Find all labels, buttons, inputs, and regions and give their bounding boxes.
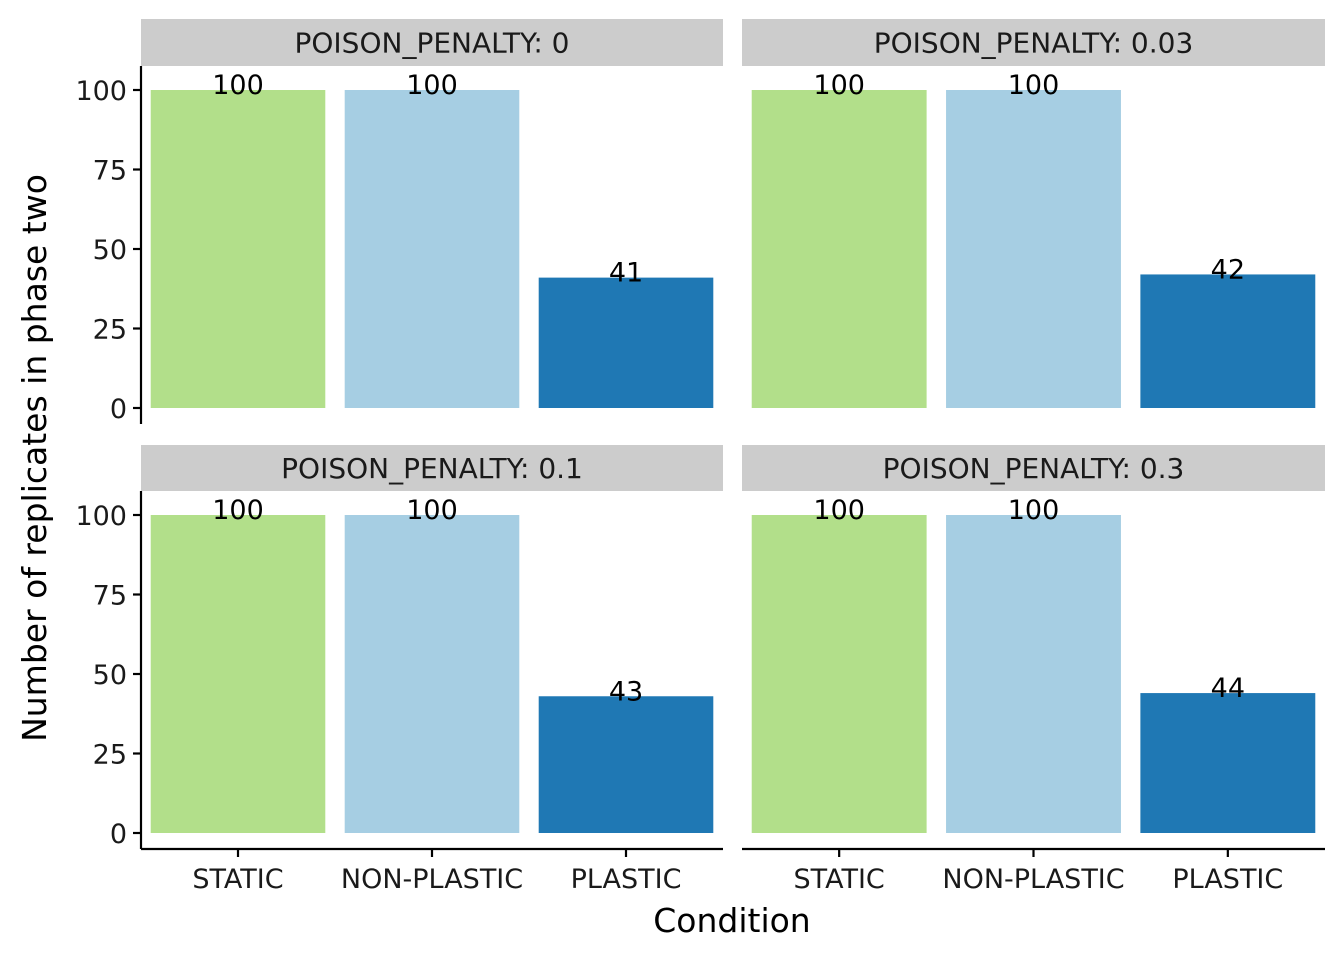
y-tick-label: 50 (93, 660, 127, 691)
x-tick-label: PLASTIC (1172, 864, 1283, 895)
bar (946, 515, 1121, 833)
facet-panel: POISON_PENALTY: 0.3 100 STATIC 100 NON-PLAST… (742, 445, 1325, 895)
x-tick-label: STATIC (192, 864, 283, 895)
bar-value-label: 100 (1008, 495, 1060, 526)
facet-panel: POISON_PENALTY: 0 0 25 50 75 100 100 100 41 (75, 19, 723, 425)
bar (344, 515, 520, 833)
facet-strip-label: POISON_PENALTY: 0.3 (883, 452, 1185, 485)
y-tick-label: 100 (75, 501, 127, 532)
bar-value-label: 100 (1008, 70, 1060, 101)
y-tick-label: 25 (93, 315, 127, 346)
bar (150, 90, 326, 408)
bar-value-label: 44 (1211, 673, 1245, 704)
y-tick-label: 0 (110, 819, 127, 850)
y-tick-label: 100 (75, 76, 127, 107)
x-axis-title: Condition (653, 901, 810, 940)
facet-strip (141, 19, 723, 66)
bar-value-label: 100 (813, 70, 865, 101)
x-tick-label: STATIC (794, 864, 885, 895)
bar-value-label: 100 (406, 70, 458, 101)
bar-value-label: 100 (406, 495, 458, 526)
facet-strip (141, 445, 723, 491)
bar (538, 277, 714, 408)
y-tick-label: 75 (93, 581, 127, 612)
bar-value-label: 41 (609, 258, 643, 289)
facet-strip-label: POISON_PENALTY: 0 (295, 27, 570, 60)
bar-value-label: 100 (212, 495, 264, 526)
facet-strip-label: POISON_PENALTY: 0.1 (281, 452, 583, 485)
bar-value-label: 42 (1211, 254, 1245, 285)
bar (751, 515, 927, 833)
y-tick-label: 0 (110, 394, 127, 425)
x-tick-label: NON-PLASTIC (942, 864, 1124, 895)
y-tick-label: 50 (93, 235, 127, 266)
bar (751, 90, 927, 408)
y-axis-title: Number of replicates in phase two (15, 174, 54, 742)
x-tick-label: PLASTIC (571, 864, 682, 895)
facet-strip-label: POISON_PENALTY: 0.03 (874, 27, 1194, 60)
bar (344, 90, 520, 408)
facet-panel: POISON_PENALTY: 0.1 0 25 50 75 100 100 STATIC 10… (75, 445, 723, 895)
bar-value-label: 100 (813, 495, 865, 526)
bar-value-label: 43 (609, 676, 643, 707)
bar (538, 696, 714, 833)
y-tick-label: 25 (93, 740, 127, 771)
y-tick-label: 75 (93, 156, 127, 187)
bar (946, 90, 1121, 408)
facet-strip (742, 445, 1325, 491)
bar (150, 515, 326, 833)
bar-value-label: 100 (212, 70, 264, 101)
facet-panel: POISON_PENALTY: 0.03 100 100 42 (742, 19, 1325, 408)
bar (1140, 693, 1316, 833)
bar (1140, 274, 1316, 408)
facet-strip (742, 19, 1325, 66)
x-tick-label: NON-PLASTIC (341, 864, 523, 895)
